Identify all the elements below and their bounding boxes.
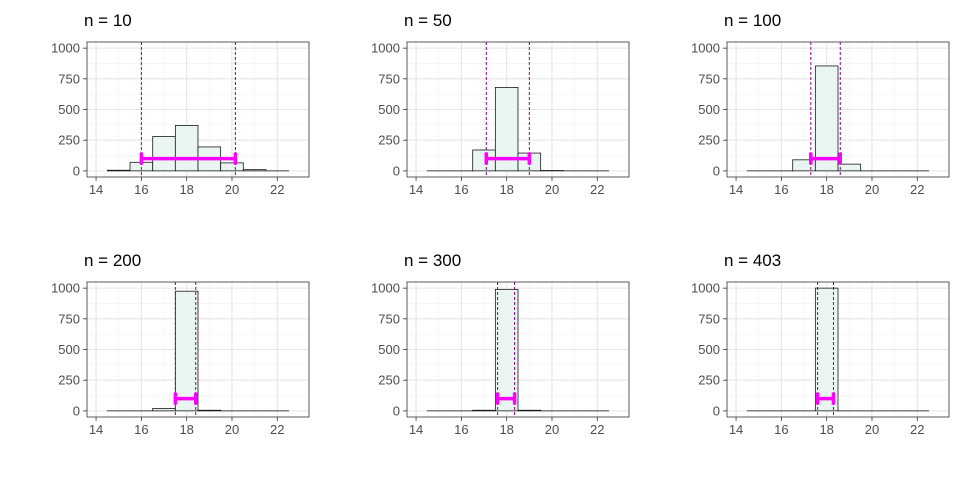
panel-title: n = 10: [84, 11, 132, 30]
x-tick-label: 18: [819, 182, 833, 197]
y-tick-label: 1000: [371, 281, 400, 296]
y-tick-label: 500: [698, 342, 720, 357]
x-tick-label: 22: [910, 422, 924, 437]
y-tick-label: 750: [58, 311, 80, 326]
y-tick-label: 250: [698, 373, 720, 388]
histogram-bar: [243, 170, 266, 171]
y-tick-label: 1000: [691, 281, 720, 296]
y-tick-label: 1000: [51, 281, 80, 296]
x-tick-label: 16: [774, 182, 788, 197]
panel-title: n = 50: [404, 11, 452, 30]
x-tick-label: 18: [499, 422, 513, 437]
histogram-panel: 14 16 18 20 22 0 250 500 750 1000 n = 200: [51, 251, 309, 437]
x-tick-label: 22: [270, 182, 284, 197]
y-tick-label: 250: [58, 373, 80, 388]
x-tick-label: 20: [545, 182, 559, 197]
x-tick-label: 18: [179, 422, 193, 437]
histogram-bar: [175, 125, 198, 170]
y-tick-label: 500: [58, 102, 80, 117]
y-tick-label: 750: [378, 71, 400, 86]
y-tick-label: 1000: [371, 41, 400, 56]
histogram-bar: [518, 410, 541, 411]
histogram-panel: 14 16 18 20 22 0 250 500 750 1000 n = 10: [51, 11, 309, 197]
panel-title: n = 100: [724, 11, 781, 30]
y-tick-label: 250: [58, 133, 80, 148]
x-tick-label: 20: [225, 422, 239, 437]
histogram-panel: 14 16 18 20 22 0 250 500 750 1000 n = 100: [691, 11, 949, 197]
histogram-panel: 14 16 18 20 22 0 250 500 750 1000 n = 300: [371, 251, 629, 437]
histogram-bar: [473, 150, 496, 171]
histogram-bar: [153, 408, 176, 410]
x-tick-label: 20: [865, 422, 879, 437]
x-tick-label: 14: [89, 422, 103, 437]
x-tick-label: 16: [454, 422, 468, 437]
x-tick-label: 22: [270, 422, 284, 437]
y-tick-label: 250: [378, 133, 400, 148]
panel-title: n = 200: [84, 251, 141, 270]
x-tick-label: 16: [774, 422, 788, 437]
x-tick-label: 18: [819, 422, 833, 437]
y-tick-label: 0: [73, 163, 80, 178]
histogram-bar: [107, 170, 130, 171]
y-tick-label: 750: [58, 71, 80, 86]
x-tick-label: 20: [865, 182, 879, 197]
histogram-bar: [815, 66, 838, 171]
y-tick-label: 500: [378, 102, 400, 117]
y-tick-label: 0: [393, 163, 400, 178]
x-tick-label: 14: [409, 182, 423, 197]
panel-title: n = 300: [404, 251, 461, 270]
x-tick-label: 16: [134, 182, 148, 197]
x-tick-label: 20: [545, 422, 559, 437]
x-tick-label: 14: [409, 422, 423, 437]
x-tick-label: 14: [729, 422, 743, 437]
x-tick-label: 20: [225, 182, 239, 197]
y-tick-label: 750: [378, 311, 400, 326]
y-tick-label: 1000: [51, 41, 80, 56]
y-tick-label: 500: [58, 342, 80, 357]
histogram-panel: 14 16 18 20 22 0 250 500 750 1000 n = 403: [691, 251, 949, 437]
histogram-bar: [198, 410, 221, 411]
histogram-bar: [473, 410, 496, 411]
x-tick-label: 22: [910, 182, 924, 197]
y-tick-label: 0: [713, 403, 720, 418]
histogram-bar: [815, 288, 838, 411]
y-tick-label: 500: [698, 102, 720, 117]
histogram-bar: [153, 137, 176, 171]
y-tick-label: 750: [698, 311, 720, 326]
y-tick-label: 0: [393, 403, 400, 418]
x-tick-label: 22: [590, 422, 604, 437]
x-tick-label: 14: [89, 182, 103, 197]
x-tick-label: 14: [729, 182, 743, 197]
y-tick-label: 500: [378, 342, 400, 357]
y-tick-label: 750: [698, 71, 720, 86]
histogram-bar: [838, 164, 861, 171]
y-tick-label: 0: [73, 403, 80, 418]
y-tick-label: 250: [378, 373, 400, 388]
x-tick-label: 16: [134, 422, 148, 437]
y-tick-label: 250: [698, 133, 720, 148]
x-tick-label: 16: [454, 182, 468, 197]
histogram-panel: 14 16 18 20 22 0 250 500 750 1000 n = 50: [371, 11, 629, 197]
histogram-bar: [221, 163, 244, 171]
x-tick-label: 18: [499, 182, 513, 197]
panel-title: n = 403: [724, 251, 781, 270]
y-tick-label: 1000: [691, 41, 720, 56]
x-tick-label: 18: [179, 182, 193, 197]
x-tick-label: 22: [590, 182, 604, 197]
y-tick-label: 0: [713, 163, 720, 178]
